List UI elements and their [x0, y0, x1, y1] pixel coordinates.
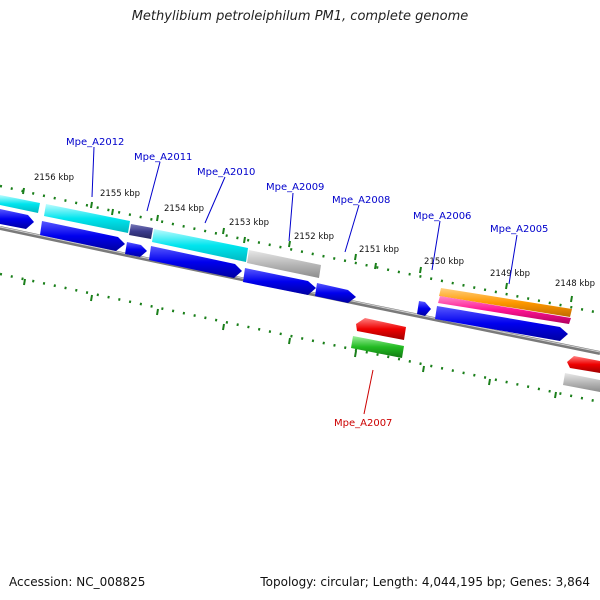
gene-mpe-a2013[interactable] — [0, 195, 40, 213]
gene-label-a2008[interactable]: Mpe_A2008 — [332, 195, 390, 206]
leader-a2005 — [508, 234, 518, 285]
scale-label-2153: 2153 kbp — [229, 218, 269, 228]
leader-a2007 — [363, 369, 374, 415]
scale-label-2156: 2156 kbp — [34, 173, 74, 183]
gene-arrow-5[interactable] — [243, 268, 316, 295]
scale-label-2148: 2148 kbp — [555, 279, 595, 289]
gene-arrow-3[interactable] — [125, 242, 147, 257]
scale-label-2155: 2155 kbp — [100, 189, 140, 199]
scale-ticks-inner — [23, 278, 557, 399]
scale-label-2149: 2149 kbp — [490, 269, 530, 279]
leader-a2008 — [344, 204, 360, 253]
gene-label-a2011[interactable]: Mpe_A2011 — [134, 152, 192, 163]
gene-mpe-a2010[interactable] — [152, 229, 248, 262]
gene-mpe-a2007-red[interactable] — [356, 318, 406, 340]
gene-arrow-1[interactable] — [0, 209, 34, 229]
gene-reverse-gray-right[interactable] — [563, 373, 600, 392]
scale-arc-outer — [0, 184, 600, 315]
scale-label-2152: 2152 kbp — [294, 232, 334, 242]
genome-summary-text: Topology: circular; Length: 4,044,195 bp… — [260, 575, 590, 589]
gene-label-a2005[interactable]: Mpe_A2005 — [490, 224, 548, 235]
gene-label-a2006[interactable]: Mpe_A2006 — [413, 211, 471, 222]
gene-label-a2012[interactable]: Mpe_A2012 — [66, 137, 124, 148]
leader-a2010 — [204, 176, 226, 224]
accession-text: Accession: NC_008825 — [9, 575, 146, 589]
gene-mpe-a2005-pink[interactable] — [438, 296, 571, 324]
gene-arrow-4[interactable] — [149, 246, 242, 278]
leader-a2006 — [431, 220, 441, 271]
gene-arrow-7[interactable] — [417, 301, 431, 316]
gene-reverse-red-right[interactable] — [567, 356, 600, 373]
scale-label-2154: 2154 kbp — [164, 204, 204, 214]
gene-label-a2009[interactable]: Mpe_A2009 — [266, 182, 324, 193]
leader-a2011 — [146, 161, 161, 212]
scale-ticks-outer — [22, 187, 573, 303]
gene-mpe-a2011[interactable] — [129, 224, 153, 239]
gene-arrow-8[interactable] — [435, 306, 568, 341]
gene-label-a2007[interactable]: Mpe_A2007 — [334, 418, 392, 429]
scale-label-2151: 2151 kbp — [359, 245, 399, 255]
gene-arrow-2[interactable] — [40, 221, 125, 251]
scale-label-2150: 2150 kbp — [424, 257, 464, 267]
gene-mpe-a2012[interactable] — [44, 204, 130, 233]
leader-a2009 — [288, 192, 294, 242]
gene-arrow-6[interactable] — [315, 283, 356, 303]
gene-mpe-a2009[interactable] — [247, 250, 321, 278]
gene-label-a2010[interactable]: Mpe_A2010 — [197, 167, 255, 178]
leader-a2012 — [91, 146, 95, 198]
gene-mpe-a2005-orange[interactable] — [439, 288, 572, 317]
page-title: Methylibium petroleiphilum PM1, complete… — [131, 9, 469, 24]
gene-mpe-a2007-green[interactable] — [351, 336, 404, 358]
